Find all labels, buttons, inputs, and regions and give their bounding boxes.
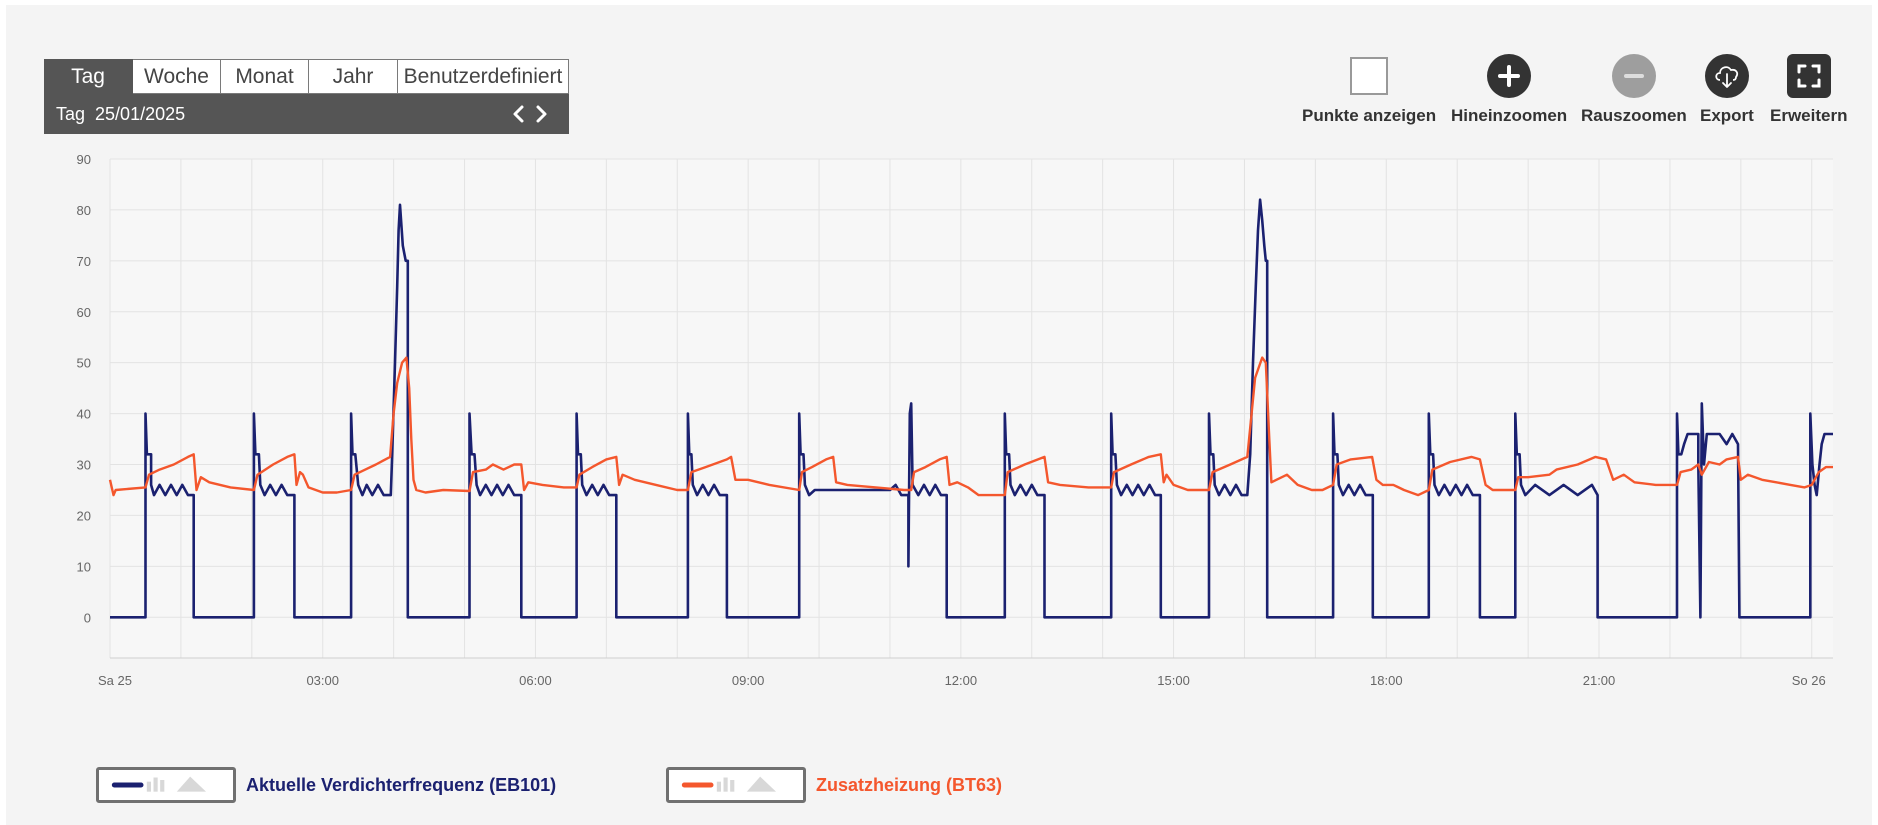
x-tick-label: Sa 25	[98, 673, 132, 688]
fullscreen-icon	[1786, 54, 1831, 98]
legend-swatch-compressor-frequency	[96, 767, 236, 803]
y-tick-label: 70	[77, 254, 91, 269]
y-tick-label: 20	[77, 508, 91, 523]
x-tick-label: 03:00	[306, 673, 339, 688]
x-tick-label: 12:00	[945, 673, 978, 688]
minus-icon	[1611, 54, 1656, 98]
tab-custom[interactable]: Benutzerdefiniert	[398, 59, 569, 94]
expand-label: Erweitern	[1770, 106, 1848, 125]
checkbox-icon[interactable]	[1347, 54, 1391, 98]
series-line-additional-heating[interactable]	[108, 356, 1833, 497]
chevron-left-icon	[513, 105, 524, 123]
y-tick-label: 30	[77, 458, 91, 473]
x-tick-label: So 26	[1792, 673, 1826, 688]
legend-item-compressor-frequency[interactable]: Aktuelle Verdichterfrequenz (EB101)	[96, 767, 556, 803]
y-tick-label: 0	[84, 610, 91, 625]
period-tabs: Tag Woche Monat Jahr Benutzerdefiniert	[44, 59, 569, 94]
export-button[interactable]: Export	[1700, 54, 1754, 126]
y-tick-label: 90	[77, 152, 91, 167]
x-tick-label: 21:00	[1583, 673, 1616, 688]
y-tick-label: 40	[77, 407, 91, 422]
tab-week[interactable]: Woche	[133, 59, 221, 94]
x-tick-label: 15:00	[1157, 673, 1190, 688]
tab-month[interactable]: Monat	[221, 59, 309, 94]
date-label: Tag	[56, 103, 86, 124]
y-tick-label: 60	[77, 305, 91, 320]
tab-day[interactable]: Tag	[44, 59, 133, 94]
expand-button[interactable]: Erweitern	[1770, 54, 1847, 126]
date-row: Tag 25/01/2025	[44, 94, 569, 134]
cloud-download-icon	[1704, 54, 1749, 98]
legend-item-additional-heating[interactable]: Zusatzheizung (BT63)	[666, 767, 1002, 803]
x-axis: Sa 25 03:00 06:00 09:00 12:00 15:00 18:00 21:00…	[98, 657, 1833, 688]
plot-area	[110, 159, 1833, 658]
period-selector: Tag Woche Monat Jahr Benutzerdefiniert T…	[44, 59, 569, 134]
legend-swatch-additional-heating	[666, 767, 806, 803]
legend-label-additional-heating: Zusatzheizung (BT63)	[816, 774, 1003, 795]
x-tick-label: 06:00	[519, 673, 552, 688]
zoom-in-button[interactable]: Hineinzoomen	[1451, 54, 1567, 126]
series-line-compressor-frequency[interactable]	[110, 198, 1833, 619]
series-layer	[108, 198, 1833, 619]
chart-grid	[109, 158, 1833, 658]
tab-year[interactable]: Jahr	[309, 59, 398, 94]
y-tick-label: 10	[77, 559, 91, 574]
x-tick-label: 09:00	[732, 673, 765, 688]
legend-label-compressor-frequency: Aktuelle Verdichterfrequenz (EB101)	[246, 774, 557, 795]
date-value: 25/01/2025	[95, 103, 186, 124]
y-tick-label: 50	[77, 356, 91, 371]
zoom-out-label: Rauszoomen	[1581, 106, 1687, 125]
y-axis: 0 10 20 30 40 50 60 70 80 90	[77, 152, 91, 625]
x-tick-label: 18:00	[1370, 673, 1403, 688]
show-points-toggle[interactable]: Punkte anzeigen	[1302, 54, 1436, 126]
y-tick-label: 80	[77, 203, 91, 218]
zoom-out-button[interactable]: Rauszoomen	[1581, 54, 1687, 126]
plus-icon	[1487, 54, 1532, 98]
chevron-right-icon	[536, 105, 547, 123]
next-day-button[interactable]	[530, 94, 554, 134]
previous-day-button[interactable]	[506, 94, 530, 134]
show-points-label: Punkte anzeigen	[1302, 106, 1437, 125]
export-label: Export	[1700, 106, 1754, 125]
zoom-in-label: Hineinzoomen	[1451, 106, 1568, 125]
